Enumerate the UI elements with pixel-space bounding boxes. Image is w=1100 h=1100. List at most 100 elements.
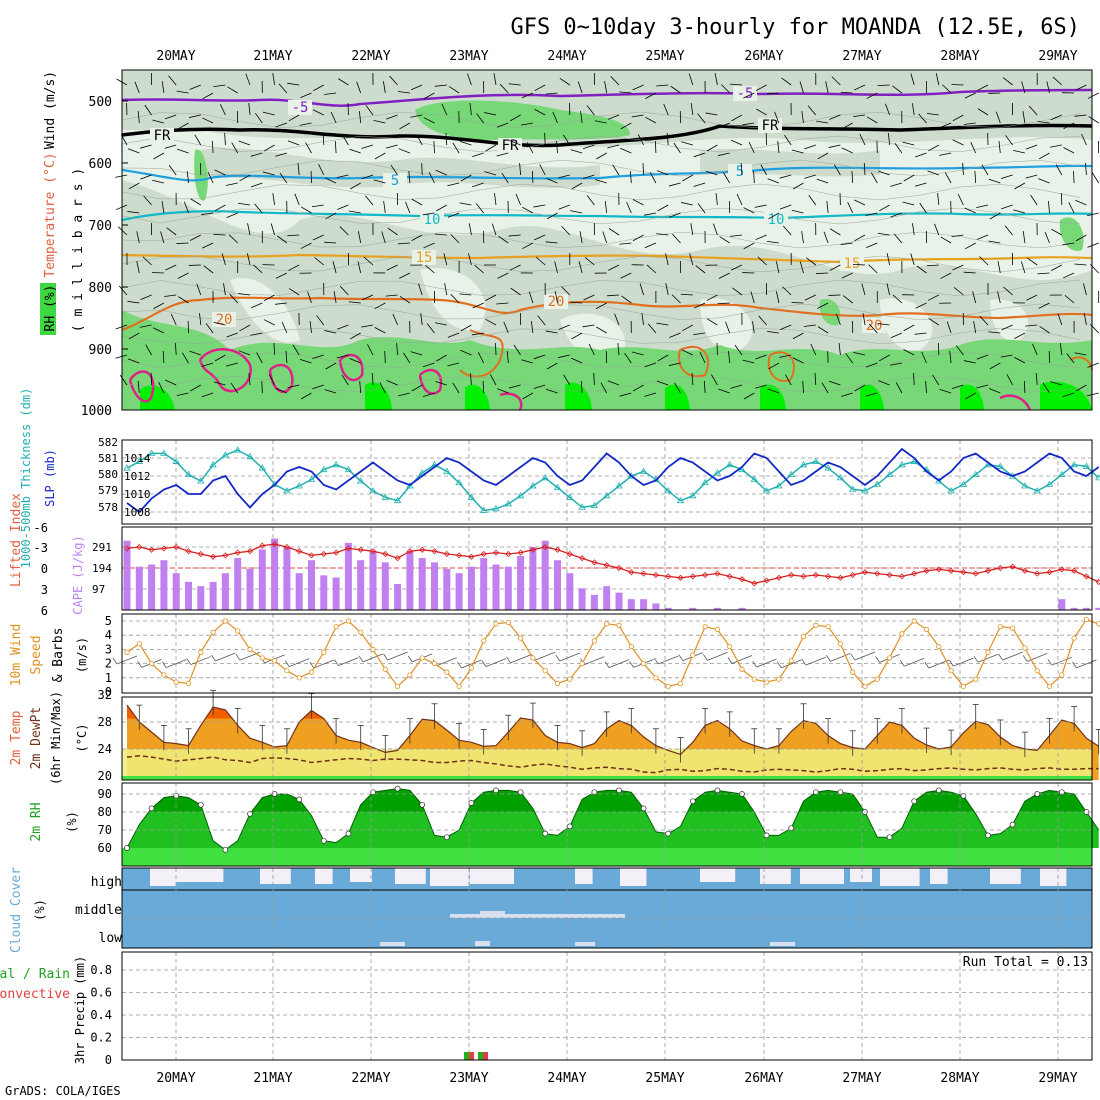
date-label-bottom: 21MAY <box>253 1071 292 1086</box>
wind-barb <box>337 204 349 210</box>
wind10-point <box>345 618 351 624</box>
wind10-point <box>1059 672 1065 678</box>
wind-barb <box>263 319 275 326</box>
lifted-index-point <box>628 569 635 576</box>
wind-barb <box>526 142 534 154</box>
wind-barb <box>1044 231 1050 244</box>
cloud-axis-label-1: Cloud Cover <box>9 867 24 953</box>
wind-barb <box>928 144 939 152</box>
wind-barb <box>654 140 657 154</box>
wind-barb <box>140 294 152 301</box>
wind-barb <box>231 142 239 154</box>
wind-barb <box>851 170 854 184</box>
wind-barb <box>680 202 693 206</box>
wind-barb <box>755 234 767 241</box>
wind-barb <box>482 380 485 394</box>
wind-barb <box>450 294 460 304</box>
wind-barb <box>247 223 251 236</box>
rh2m-point <box>394 785 401 792</box>
cloud-high-gap <box>175 868 224 882</box>
wind-barb <box>281 321 288 334</box>
wind10-barb-feather <box>506 656 511 664</box>
wind-barb <box>973 321 977 334</box>
thickness-point <box>516 492 525 499</box>
precip-conv-bar <box>469 1052 474 1060</box>
wind-barb <box>926 264 939 267</box>
wind10-point <box>653 675 659 681</box>
wind-barb <box>595 179 607 184</box>
wind10-barb-feather <box>703 654 708 661</box>
rh-contour <box>121 183 1081 201</box>
thickness-point <box>197 477 205 484</box>
wind-barb <box>902 141 915 146</box>
wind-barb <box>1049 144 1062 148</box>
wind-barb <box>890 362 902 366</box>
wind-barb <box>838 343 841 356</box>
wind-barb <box>914 332 927 335</box>
rh2m-ground <box>122 848 1092 866</box>
rh-gap <box>230 278 300 343</box>
slp-tick-label: 1010 <box>124 488 151 501</box>
wind-barb <box>814 373 817 386</box>
wind-barb <box>552 111 558 124</box>
wind-barb <box>757 256 767 266</box>
wind-barb <box>176 90 189 94</box>
wind-barb <box>784 374 792 386</box>
slp-line <box>126 447 1100 514</box>
precip-axis-label: 3hr Precip (mm) <box>73 956 87 1064</box>
wind-barb <box>912 223 915 236</box>
rh2m-point <box>640 805 647 812</box>
date-label-top: 20MAY <box>156 49 195 64</box>
thickness-point <box>455 478 463 486</box>
wind-barb <box>226 362 238 367</box>
wind10-barb-feather <box>678 654 684 661</box>
wind10-barb <box>977 653 999 663</box>
wind-barb <box>1051 228 1062 236</box>
wind-barb <box>1030 194 1038 206</box>
wind-barb <box>162 350 165 364</box>
cape-bar <box>529 547 537 610</box>
wind-barb <box>690 223 694 236</box>
cape-tick-label: 97 <box>92 583 105 596</box>
lifted-index-point <box>320 550 327 558</box>
wind-barb <box>322 132 325 146</box>
wind-barb <box>705 112 718 116</box>
thickness-line <box>126 449 1100 512</box>
wind10-barb <box>805 656 826 666</box>
wind10-barb-feather <box>235 653 241 661</box>
wind-barb <box>713 223 718 236</box>
rh-contour <box>121 135 1081 153</box>
wind10-axis-label-1: 10m Wind <box>9 624 24 687</box>
wind-barb <box>866 242 878 248</box>
wind10-barb-feather <box>604 661 610 668</box>
wind-barb <box>270 223 275 236</box>
wind10-point <box>296 675 302 681</box>
rh-bright-patch <box>665 384 690 410</box>
wind-barb <box>448 86 460 94</box>
wind-barb <box>878 380 890 386</box>
cloud-level-label: middle <box>75 903 122 918</box>
wind-barb <box>435 381 447 386</box>
wind-barb <box>791 302 804 304</box>
wind-barb <box>164 294 177 297</box>
wind10-point <box>136 641 142 647</box>
wind10-point <box>1046 683 1053 689</box>
wind-barb <box>434 84 447 87</box>
wind-barb <box>250 332 263 336</box>
wind-barb <box>471 332 484 336</box>
contour-label-bg <box>288 100 312 115</box>
wind-barb <box>841 147 853 154</box>
wind-barb <box>227 86 238 94</box>
thickness-point <box>492 505 500 512</box>
wind-barb <box>693 152 706 158</box>
cloud-high-gap <box>1040 868 1067 886</box>
thickness-point <box>799 461 808 468</box>
wind10-point <box>185 680 192 687</box>
wind-barb <box>447 332 460 338</box>
wind-barb <box>831 76 841 86</box>
thickness-point <box>664 487 672 494</box>
lifted-index-point <box>825 573 832 580</box>
wind-barb <box>186 171 189 184</box>
wind-barb <box>604 81 608 94</box>
wind-barb <box>877 232 890 236</box>
